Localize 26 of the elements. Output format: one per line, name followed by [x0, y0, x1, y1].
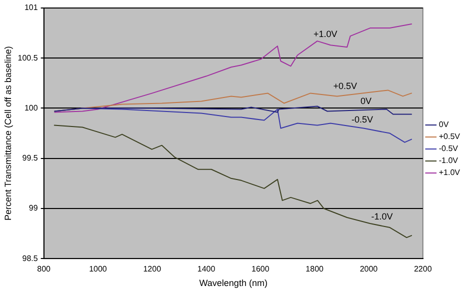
legend-label: 0V	[438, 120, 450, 130]
x-tick-label: 2000	[360, 264, 378, 274]
x-axis-title: Wavelength (nm)	[199, 278, 268, 288]
x-tick-label: 800	[37, 264, 52, 274]
x-tick-label: 1000	[89, 264, 108, 274]
annotation: -1.0V	[371, 212, 393, 222]
annotation: +1.0V	[314, 29, 338, 40]
legend-label: +1.0V	[438, 168, 461, 178]
annotation: 0V	[360, 96, 372, 106]
x-tick-label: 2200	[414, 264, 432, 274]
y-tick-label: 100	[24, 103, 38, 112]
y-axis-title: Percent Transmittance (Cell off as baseline)	[2, 46, 13, 221]
x-tick-label: 1400	[197, 264, 216, 274]
legend-label: -1.0V	[438, 156, 459, 166]
y-tick-label: 101	[24, 3, 38, 12]
y-tick-label: 99.5	[22, 154, 38, 163]
annotation: -0.5V	[351, 114, 373, 124]
legend-label: +0.5V	[438, 132, 461, 142]
x-tick-label: 1600	[252, 264, 270, 274]
y-tick-label: 98.5	[22, 254, 38, 263]
x-tick-label: 1200	[143, 264, 162, 274]
y-tick-label: 99	[28, 204, 38, 213]
y-tick-label: 100.5	[18, 53, 38, 62]
x-tick-label: 1800	[306, 264, 324, 274]
legend-label: -0.5V	[438, 144, 459, 154]
annotation: +0.5V	[333, 81, 358, 92]
